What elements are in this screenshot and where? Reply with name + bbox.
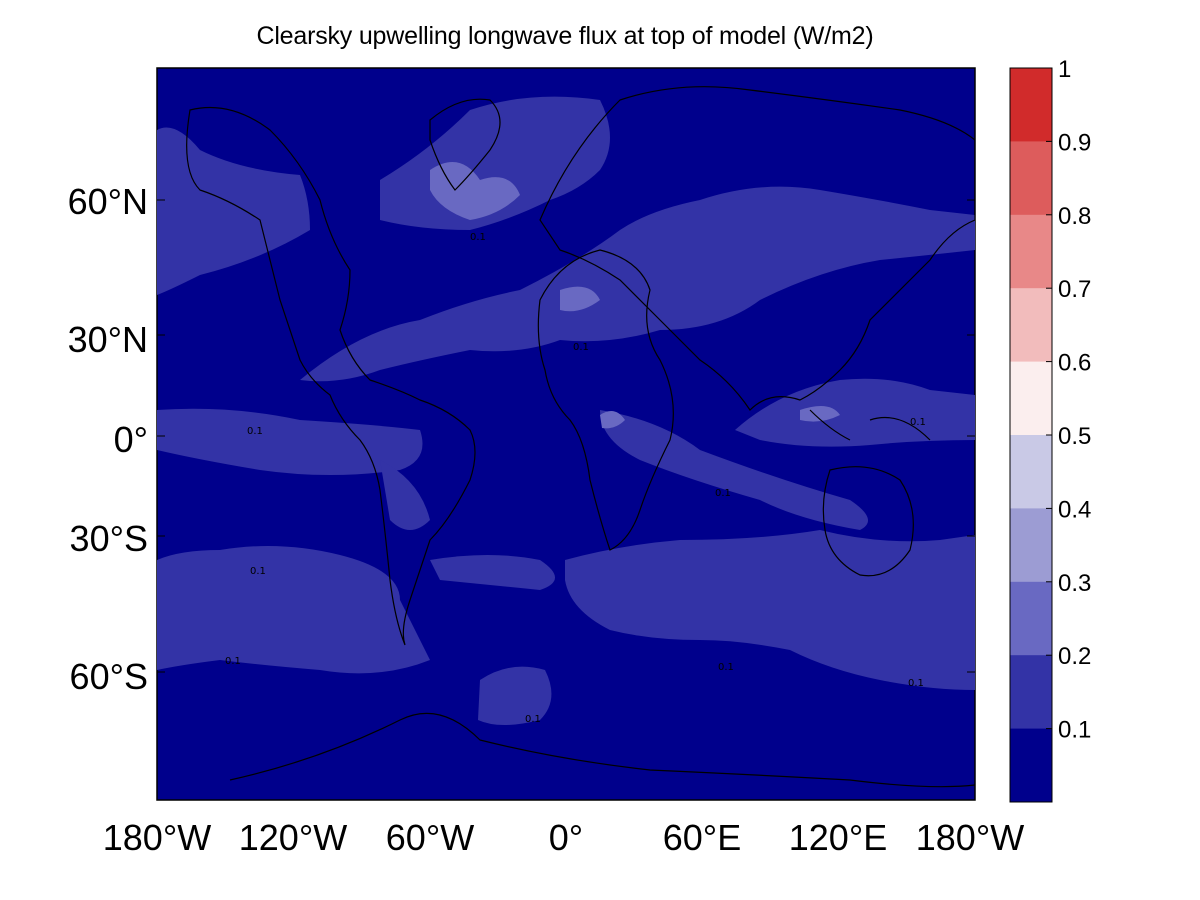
colorbar-tick-label: 0.4	[1058, 496, 1091, 523]
x-tick-label: 60°E	[663, 817, 741, 858]
y-tick-label: 60°S	[70, 656, 148, 697]
colorbar-tick-label: 1	[1058, 56, 1071, 83]
x-tick-label: 60°W	[386, 817, 474, 858]
x-tick-label: 120°W	[239, 817, 347, 858]
colorbar-swatch	[1010, 141, 1052, 215]
colorbar-tick-label: 0.1	[1058, 717, 1091, 744]
colorbar-swatch	[1010, 582, 1052, 656]
colorbar-tick-label: 0.2	[1058, 643, 1091, 670]
contour-label: 0.1	[250, 566, 266, 577]
colorbar-tick-label: 0.6	[1058, 350, 1091, 377]
y-tick-label: 30°S	[70, 518, 148, 559]
y-tick-label: 0°	[114, 419, 148, 460]
colorbar-swatch	[1010, 68, 1052, 142]
contour-label: 0.1	[225, 656, 241, 667]
contour-label: 0.1	[908, 678, 924, 689]
colorbar: 1 0.9 0.8 0.7 0.6 0.5 0.4 0.3 0.2 0.1	[1010, 56, 1091, 803]
contour-label: 0.1	[470, 232, 486, 243]
contour-label: 0.1	[910, 417, 926, 428]
colorbar-swatch	[1010, 508, 1052, 582]
contour-label: 0.1	[718, 662, 734, 673]
x-tick-label: 120°E	[789, 817, 887, 858]
x-tick-label: 180°W	[916, 817, 1024, 858]
colorbar-swatch	[1010, 729, 1052, 803]
contour-label: 0.1	[525, 714, 541, 725]
colorbar-tick-label: 0.5	[1058, 423, 1091, 450]
y-tick-label: 60°N	[68, 181, 148, 222]
x-tick-label: 0°	[549, 817, 583, 858]
colorbar-swatch	[1010, 288, 1052, 362]
colorbar-tick-label: 0.3	[1058, 570, 1091, 597]
colorbar-swatch	[1010, 435, 1052, 509]
colorbar-swatch	[1010, 215, 1052, 289]
colorbar-swatch	[1010, 362, 1052, 436]
y-tick-label: 30°N	[68, 319, 148, 360]
contour-label: 0.1	[247, 426, 263, 437]
colorbar-tick-label: 0.7	[1058, 276, 1091, 303]
colorbar-tick-label: 0.8	[1058, 203, 1091, 230]
contour-label: 0.1	[715, 488, 731, 499]
contour-label: 0.1	[573, 342, 589, 353]
colorbar-swatch	[1010, 655, 1052, 729]
colorbar-tick-label: 0.9	[1058, 129, 1091, 156]
x-tick-label: 180°W	[103, 817, 211, 858]
